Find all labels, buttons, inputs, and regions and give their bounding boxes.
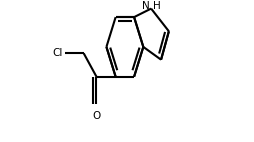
Text: N: N <box>142 1 149 12</box>
Text: H: H <box>153 1 161 12</box>
Text: O: O <box>92 111 101 121</box>
Text: Cl: Cl <box>53 48 63 58</box>
